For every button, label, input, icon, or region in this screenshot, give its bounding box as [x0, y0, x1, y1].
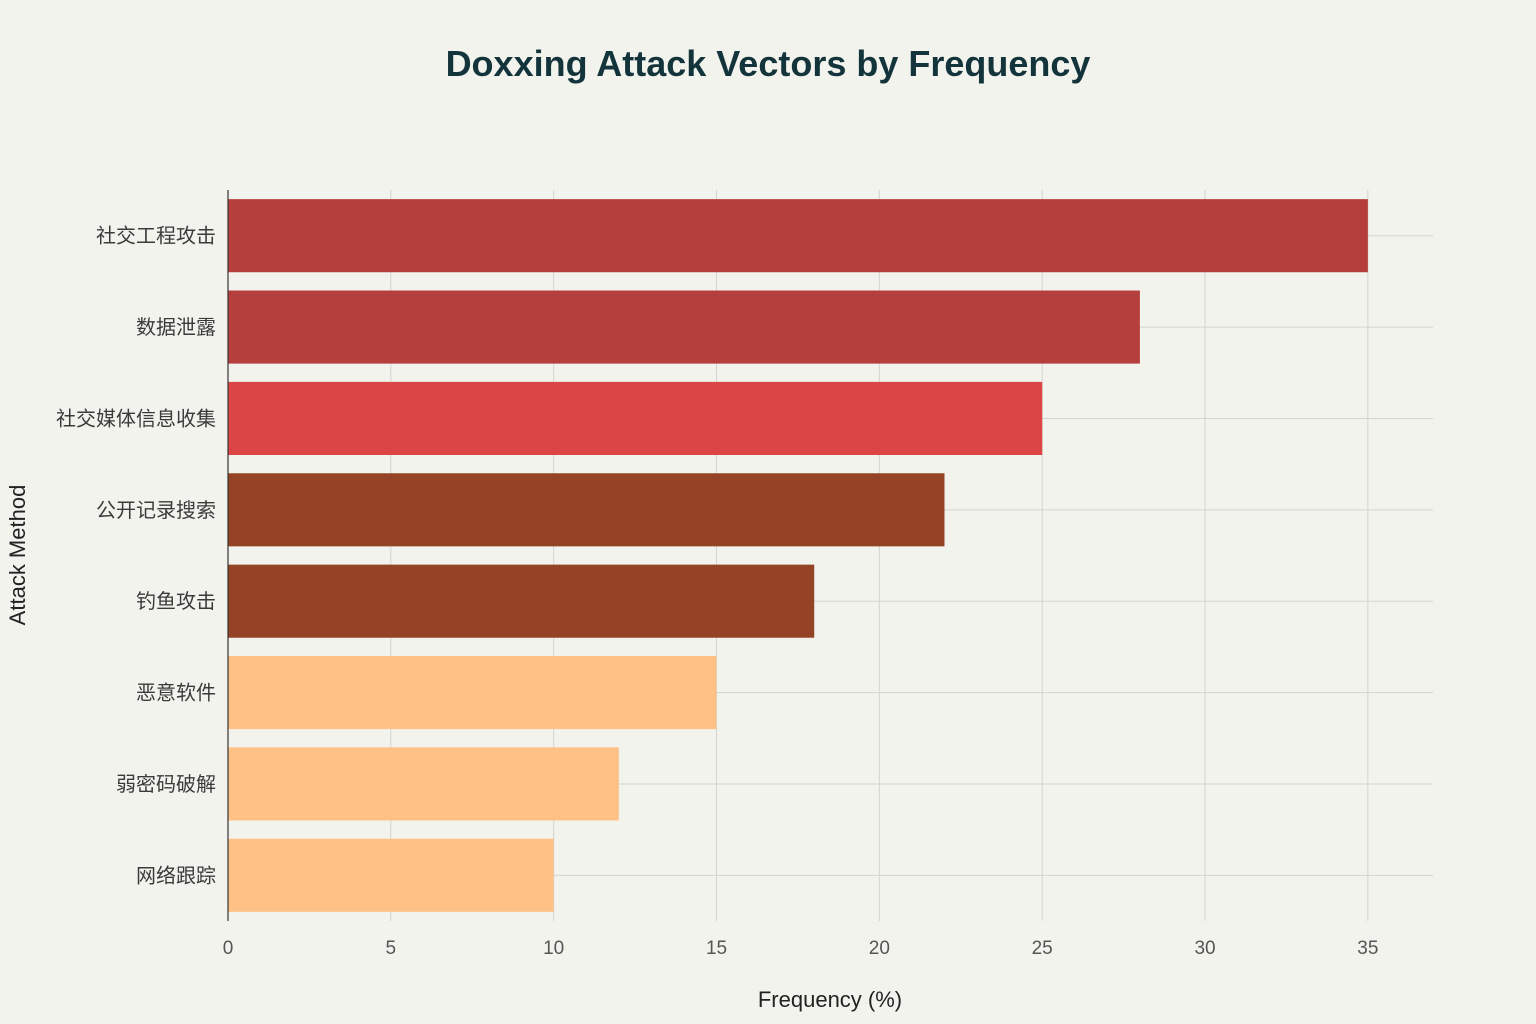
- category-labels: 社交工程攻击数据泄露社交媒体信息收集公开记录搜索钓鱼攻击恶意软件弱密码破解网络跟…: [56, 225, 216, 888]
- x-tick-label: 5: [386, 938, 397, 959]
- bar: [228, 656, 717, 730]
- x-tick-label: 15: [706, 938, 727, 959]
- category-label: 网络跟踪: [136, 864, 216, 887]
- bar: [228, 838, 554, 912]
- category-label: 弱密码破解: [116, 773, 216, 796]
- bar: [228, 381, 1043, 455]
- category-label: 钓鱼攻击: [136, 590, 216, 613]
- bar: [228, 473, 945, 547]
- bars: [228, 199, 1368, 912]
- category-label: 公开记录搜索: [96, 499, 216, 522]
- category-label: 社交媒体信息收集: [56, 407, 216, 430]
- bar: [228, 747, 619, 821]
- y-axis-title: Attack Method: [5, 485, 30, 626]
- bar: [228, 290, 1140, 364]
- category-label: 社交工程攻击: [96, 225, 216, 248]
- x-tick-label: 0: [223, 938, 234, 959]
- bar: [228, 199, 1368, 273]
- bar: [228, 564, 815, 638]
- x-tick-label: 30: [1194, 938, 1215, 959]
- x-tick-labels: 0 5 10 15 20 25 30 35: [223, 938, 1379, 959]
- x-tick-label: 10: [543, 938, 564, 959]
- x-axis-title: Frequency (%): [758, 987, 902, 1012]
- x-tick-label: 35: [1357, 938, 1378, 959]
- chart-title: Doxxing Attack Vectors by Frequency: [446, 43, 1091, 84]
- category-label: 数据泄露: [136, 316, 216, 339]
- x-tick-label: 20: [869, 938, 890, 959]
- category-label: 恶意软件: [136, 682, 216, 705]
- x-tick-label: 25: [1032, 938, 1053, 959]
